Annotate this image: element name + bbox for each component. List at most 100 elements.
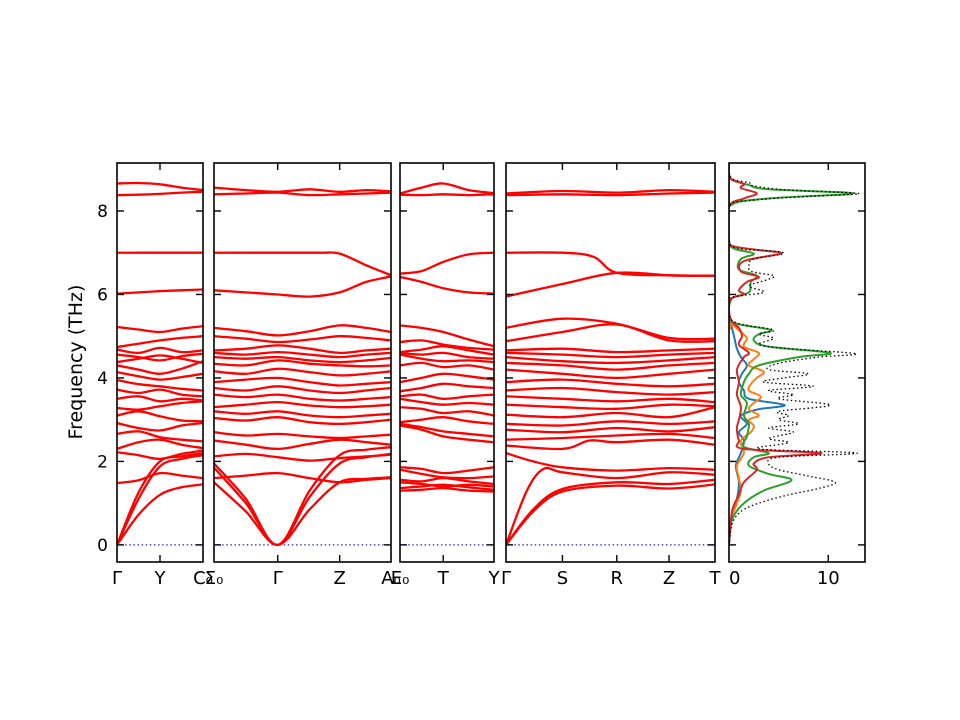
- dos-xtick-label: 0: [729, 568, 740, 589]
- phonon-band-line: [117, 190, 203, 197]
- phonon-band-line: [117, 438, 203, 451]
- phonon-band-line: [506, 378, 715, 388]
- phonon-band-line: [117, 378, 203, 392]
- phonon-band-line: [506, 395, 715, 404]
- phonon-band-line: [117, 352, 203, 362]
- phonon-band-line: [506, 347, 715, 354]
- phonon-band-line: [214, 400, 391, 409]
- phonon-band-panel-content: [506, 188, 715, 547]
- ytick-label: 2: [97, 452, 108, 472]
- phonon-band-line: [400, 339, 494, 351]
- phonon-band-line: [214, 191, 391, 197]
- phonon-band-line: [400, 466, 494, 475]
- phonon-band-line: [400, 351, 494, 360]
- phonon-band-line: [506, 188, 715, 195]
- phonon-band-line: [400, 275, 494, 295]
- phonon-band-line: [506, 351, 715, 359]
- phonon-band-line: [400, 382, 494, 393]
- phonon-band-panel-content: [214, 186, 391, 547]
- phonon-band-line: [214, 251, 391, 277]
- pdos-green-curve: [729, 163, 855, 546]
- phonon-band-line: [506, 478, 715, 547]
- phonon-band-line: [214, 452, 391, 547]
- phonon-band-line: [506, 438, 715, 451]
- ytick-label: 4: [97, 369, 108, 389]
- phonon-band-line: [117, 288, 203, 295]
- phonon-band-line: [214, 393, 391, 402]
- phonon-band-line: [506, 251, 715, 277]
- kpoint-label: T: [437, 568, 450, 589]
- phonon-band-line: [214, 385, 391, 395]
- phonon-band-line: [400, 483, 494, 491]
- phonon-band-line: [117, 335, 203, 349]
- panel-frame-1: [116, 162, 204, 563]
- phonon-band-line: [506, 432, 715, 441]
- pdos-orange-curve: [729, 163, 765, 545]
- phonon-band-line: [117, 454, 203, 547]
- phonon-band-line: [214, 324, 391, 337]
- phonon-band-line: [117, 400, 203, 411]
- phonon-band-line: [117, 360, 203, 375]
- phonon-band-line: [214, 431, 391, 440]
- phonon-band-line: [400, 486, 494, 493]
- phonon-band-line: [117, 410, 203, 423]
- phonon-band-line: [506, 368, 715, 380]
- phonon-band-line: [400, 353, 494, 364]
- kpoint-label: S: [557, 568, 568, 589]
- phonon-band-line: [400, 372, 494, 384]
- phonon-band-line: [214, 355, 391, 364]
- phonon-band-line: [506, 361, 715, 371]
- phonon-band-line: [400, 422, 494, 438]
- phonon-band-line: [506, 403, 715, 411]
- phonon-band-line: [214, 410, 391, 419]
- phonon-band-line: [117, 181, 203, 192]
- phonon-band-line: [117, 354, 203, 365]
- kpoint-label: Z: [663, 568, 675, 589]
- phonon-band-line: [117, 395, 203, 403]
- phonon-band-line: [117, 430, 203, 443]
- phonon-band-line: [117, 451, 203, 547]
- phonon-band-line: [400, 193, 494, 197]
- phonon-band-line: [400, 424, 494, 444]
- phonon-band-line: [506, 451, 715, 472]
- phonon-band-line: [506, 355, 715, 365]
- kpoint-label: R: [611, 568, 624, 589]
- kpoint-label: T: [709, 568, 722, 589]
- phonon-band-line: [214, 275, 391, 298]
- phonon-band-line: [214, 438, 391, 451]
- phonon-band-line: [214, 416, 391, 426]
- phonon-band-line: [117, 346, 203, 355]
- kpoint-label: Γ: [112, 568, 122, 589]
- phonon-band-line: [400, 406, 494, 417]
- phonon-band-line: [400, 251, 494, 275]
- phonon-band-line: [506, 426, 715, 434]
- phonon-band-line: [214, 350, 391, 359]
- panel-frame-5: [728, 162, 866, 563]
- panel-frame-4: [505, 162, 716, 563]
- phonon-band-panel-content: [117, 181, 203, 547]
- phonon-band-line: [400, 182, 494, 195]
- total-dos-curve: [729, 163, 860, 545]
- phonon-band-line: [214, 471, 391, 484]
- panel-frame-3: [399, 162, 495, 563]
- ytick-label: 8: [97, 202, 108, 222]
- phonon-band-line: [117, 325, 203, 334]
- kpoint-label: Z: [333, 568, 345, 589]
- phonon-band-line: [214, 359, 391, 368]
- kpoint-label: Σ₀: [205, 568, 224, 589]
- phonon-band-line: [214, 367, 391, 377]
- phonon-band-line: [214, 186, 391, 193]
- phonon-band-line: [117, 471, 203, 485]
- dos-panel-content: [729, 163, 860, 546]
- kpoint-label: Y: [154, 568, 167, 589]
- panel-frame-2: [213, 162, 392, 563]
- phonon-band-line: [506, 317, 715, 341]
- phonon-band-line: [506, 406, 715, 419]
- phonon-band-line: [214, 376, 391, 387]
- phonon-band-line: [400, 481, 494, 488]
- kpoint-label: Γ: [501, 568, 511, 589]
- phonon-band-line: [400, 324, 494, 348]
- phonon-band-line: [214, 446, 391, 547]
